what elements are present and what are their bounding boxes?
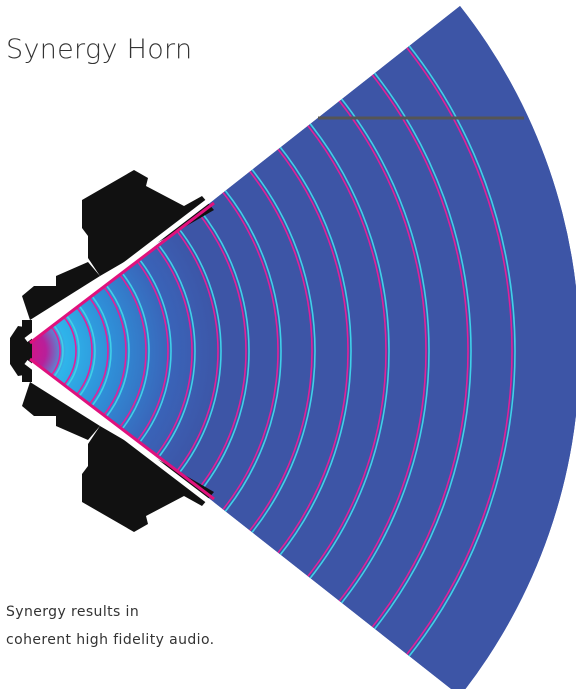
lower-horn-wall-gap [24, 360, 214, 506]
wavefront-magenta [275, 146, 349, 556]
lower-mid-section [22, 382, 100, 440]
diagram-title: Synergy Horn [6, 34, 193, 65]
wavefronts [51, 42, 516, 660]
upper-mid-section [22, 262, 100, 320]
caption: Synergy results in coherent high fidelit… [6, 598, 215, 654]
wavefront-magenta [369, 71, 469, 631]
wavefront-cyan [198, 208, 250, 494]
driver-mount [22, 320, 32, 382]
wavefront-cyan [278, 144, 352, 558]
lower-horn-wall [29, 357, 215, 501]
wavefront-magenta [196, 210, 247, 492]
wavefront-magenta [174, 227, 219, 475]
caption-line-2: coherent high fidelity audio. [6, 632, 215, 648]
wavefront-magenta [102, 285, 127, 417]
wavefront-magenta [403, 44, 513, 658]
wavefront-magenta [247, 169, 313, 533]
wavefront-cyan [156, 242, 196, 460]
wavefront-cyan [223, 188, 282, 514]
wavefront-cyan [307, 121, 390, 581]
wavefront-cyan [65, 314, 80, 388]
wavefront-magenta [221, 190, 279, 512]
wavefront-cyan [137, 257, 172, 445]
wavefront-cyan [250, 167, 316, 535]
wavefront-cyan [176, 226, 222, 476]
wavefront-magenta [76, 306, 93, 396]
wavefront-magenta [135, 259, 169, 443]
wavefront-cyan [104, 283, 130, 419]
wavefront-cyan [371, 69, 472, 633]
wavefront-magenta [63, 316, 77, 386]
caption-line-1: Synergy results in [6, 604, 140, 620]
wavefront-cyan [78, 304, 96, 398]
wavefront-cyan [90, 294, 112, 408]
near-field-gradient [22, 6, 576, 689]
wavefront-magenta [118, 272, 147, 430]
wavefront-cyan [120, 271, 150, 431]
wavefront-magenta [336, 97, 427, 605]
wavefront-magenta [88, 296, 109, 406]
wavefront-cyan [406, 42, 516, 660]
wavefront-magenta [154, 244, 193, 458]
upper-driver-block [82, 170, 214, 276]
lower-driver-block [82, 426, 214, 532]
wavefront-cyan [53, 324, 64, 378]
upper-horn-wall [29, 201, 215, 345]
wavefront-cyan [339, 96, 430, 606]
wavefront-magenta [51, 326, 61, 376]
horn-walls [24, 196, 215, 506]
wavefront-magenta [305, 122, 387, 580]
upper-horn-wall-gap [24, 196, 214, 342]
